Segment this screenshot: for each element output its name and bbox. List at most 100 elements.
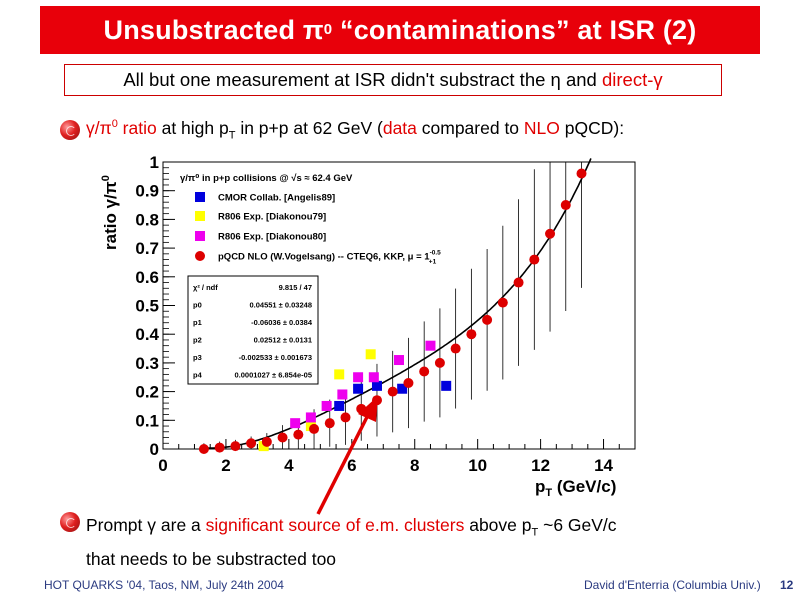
data-point-circle <box>560 200 571 211</box>
bullet-icon <box>60 120 80 140</box>
data-point-square <box>321 400 332 411</box>
fit-row-value: -0.06036 ± 0.0384 <box>251 318 313 327</box>
x-tick-label: 2 <box>221 456 230 475</box>
y-tick-label: 0.8 <box>135 210 159 229</box>
footer-conference: HOT QUARKS '04, Taos, NM, July 24th 2004 <box>44 578 284 592</box>
y-tick-label: 0.2 <box>135 383 159 402</box>
legend-label: pQCD NLO (W.Vogelsang) -- CTEQ6, KKP, μ … <box>218 250 441 266</box>
data-point-square <box>394 355 404 366</box>
data-point-circle <box>309 423 320 434</box>
x-tick-label: 0 <box>158 456 167 475</box>
x-tick-labels: 0 2 4 6 8 10 12 14 <box>158 456 613 475</box>
fit-row-value: 9.815 / 47 <box>279 283 312 292</box>
data-point-square <box>337 389 348 400</box>
title-post: “contaminations” at ISR (2) <box>332 14 697 45</box>
data-point-square <box>368 372 379 383</box>
fit-row-value: -0.002533 ± 0.001673 <box>239 353 312 362</box>
legend-marker <box>195 211 205 221</box>
fit-row-name: χ² / ndf <box>193 283 218 292</box>
data-point-circle <box>277 432 288 443</box>
data-point-square <box>353 372 364 383</box>
data-point-circle <box>450 343 461 354</box>
fit-row-name: p4 <box>193 371 203 380</box>
subtitle-box: All but one measurement at ISR didn't su… <box>64 64 722 96</box>
data-point-square <box>305 412 316 423</box>
line1-mid: at high p <box>156 118 229 138</box>
legend-marker <box>195 251 205 261</box>
line1-mid2: in p+p at 62 GeV ( <box>235 118 383 138</box>
axis-ticks <box>162 161 620 450</box>
arrow-head <box>358 396 378 422</box>
y-tick-label: 0.6 <box>135 268 159 287</box>
legend-mu-sub: +1 <box>429 259 437 266</box>
data-point-square <box>353 383 364 394</box>
data-point-square <box>371 380 382 391</box>
legend-label: CMOR Collab. [Angelis89] <box>218 193 335 204</box>
fit-box-frame <box>187 275 319 385</box>
data-point-circle <box>419 366 430 377</box>
x-tick-label: 12 <box>531 456 550 475</box>
fit-stats-box: χ² / ndf 9.815 / 47 p0 0.04551 ± 0.03248 p1 -… <box>187 275 319 385</box>
legend-mu-sup: -0.5 <box>430 250 442 257</box>
bullet-line-1: γ/π0 ratio at high pT in p+p at 62 GeV (… <box>86 118 624 142</box>
line1-mid3: compared to <box>416 118 524 138</box>
data-word: data <box>382 118 417 138</box>
subtitle-text: All but one measurement at ISR didn't su… <box>123 69 602 90</box>
highlight-arrow <box>316 396 378 515</box>
legend-marker <box>195 192 205 202</box>
page-number: 12 <box>780 578 794 592</box>
data-point-square <box>397 383 408 394</box>
data-point-circle <box>261 436 272 447</box>
data-point-square <box>365 349 376 360</box>
fit-row-value: 0.0001027 ± 6.854e-05 <box>234 371 312 380</box>
subtitle-direct-gamma: direct-γ <box>601 69 663 90</box>
y-tick-label: 0 <box>150 440 159 459</box>
data-point-circle <box>403 377 414 388</box>
fit-row-value: 0.04551 ± 0.03248 <box>249 301 312 310</box>
data-point-circle <box>513 277 524 288</box>
plot-title: γ/π⁰ in p+p collisions @ √s ≈ 62.4 GeV <box>180 173 353 184</box>
y-tick-labels: 0 0.1 0.2 0.3 0.4 0.5 0.6 0.7 0.8 0.9 1 <box>135 153 159 459</box>
data-point-square <box>441 380 452 391</box>
fit-row-value: 0.02512 ± 0.0131 <box>254 336 312 345</box>
data-point-circle <box>482 314 493 325</box>
data-point-circle <box>529 254 540 265</box>
arrow-shaft <box>316 414 370 515</box>
y-tick-label: 0.7 <box>135 239 159 258</box>
line1-end: pQCD): <box>559 118 625 138</box>
data-point-circle <box>434 357 445 368</box>
fit-row-name: p2 <box>193 336 202 345</box>
data-point-circle <box>466 329 477 340</box>
x-tick-label: 14 <box>594 456 613 475</box>
significant-source-text: significant source of e.m. clusters <box>205 515 465 535</box>
legend-label: R806 Exp. [Diakonou80] <box>218 232 326 243</box>
ratio-word: ratio <box>117 118 157 138</box>
x-tick-label: 8 <box>410 456 419 475</box>
above-pt-text: above p <box>464 515 532 535</box>
data-point-circle <box>545 228 556 239</box>
y-tick-label: 0.3 <box>135 354 159 373</box>
y-tick-label: 0.5 <box>135 297 159 316</box>
fit-row-name: p0 <box>193 301 202 310</box>
data-point-square <box>334 369 345 380</box>
y-axis-label: ratio γ/π0 <box>100 175 120 250</box>
y-tick-label: 0.1 <box>135 411 159 430</box>
data-point-circle <box>246 438 257 449</box>
pi-zero-sup: 0 <box>111 118 118 131</box>
title-pre: Unsubstracted π <box>103 14 324 45</box>
data-point-square <box>258 441 269 452</box>
gamma-pi-ratio: γ/π <box>86 118 112 138</box>
data-point-square <box>290 418 301 429</box>
legend-label: R806 Exp. [Diakonou79] <box>218 212 326 223</box>
data-point-circle <box>214 442 225 453</box>
y-tick-label: 0.4 <box>135 325 159 344</box>
data-point-circle <box>576 168 587 179</box>
substracted-too-text: that needs to be substracted too <box>86 548 337 569</box>
legend: CMOR Collab. [Angelis89] R806 Exp. [Diako… <box>195 192 441 266</box>
bullet-icon <box>60 512 80 532</box>
data-point-circle <box>497 297 508 308</box>
data-point-circle <box>230 441 241 452</box>
x-tick-label: 6 <box>347 456 356 475</box>
legend-marker <box>195 231 205 241</box>
